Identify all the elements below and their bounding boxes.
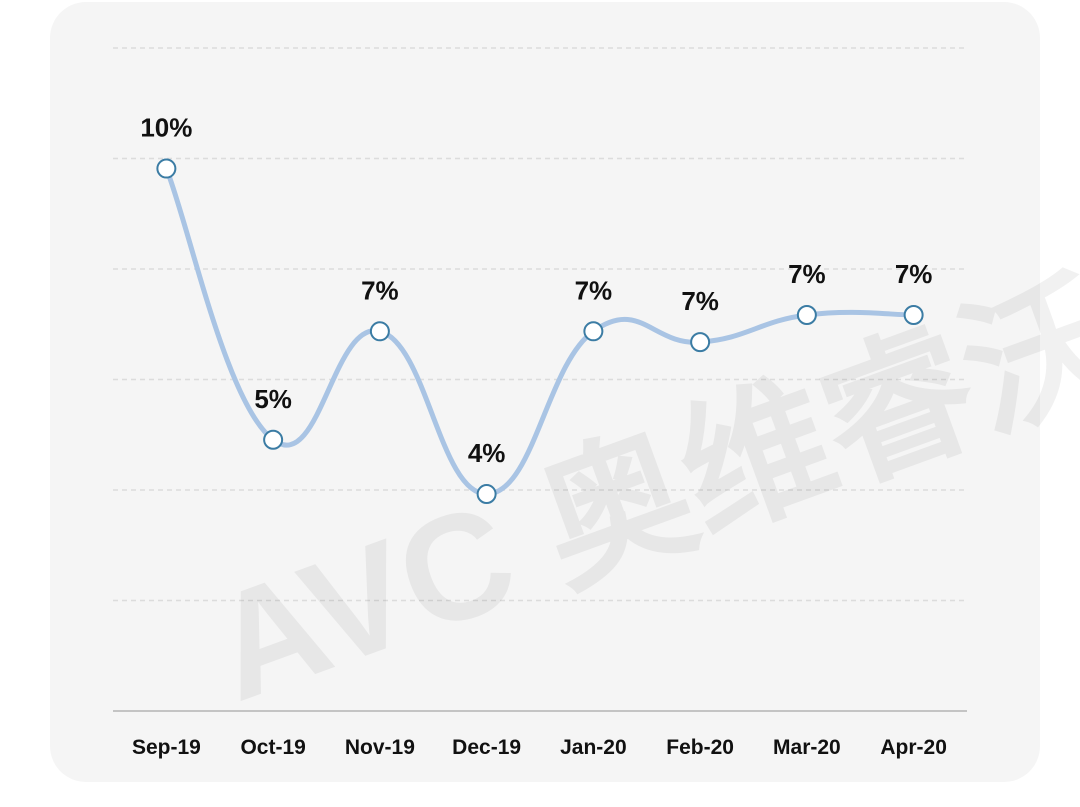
data-label: 7% <box>788 259 826 289</box>
data-points <box>156 158 924 505</box>
data-label: 7% <box>681 286 719 316</box>
data-point <box>369 321 390 342</box>
data-label: 7% <box>575 275 613 305</box>
x-tick-labels: Sep-19 Oct-19 Nov-19 Dec-19 Jan-20 Feb-20 Mar-… <box>132 736 947 759</box>
chart-card <box>50 2 1040 782</box>
x-tick-label: Oct-19 <box>240 736 305 759</box>
data-label: 4% <box>468 438 506 468</box>
x-tick-label: Sep-19 <box>132 736 201 759</box>
x-tick-label: Jan-20 <box>560 736 627 759</box>
data-label: 10% <box>140 113 192 143</box>
grid-lines <box>113 47 967 602</box>
data-label: 7% <box>361 275 399 305</box>
data-point <box>263 429 284 450</box>
data-labels: 10% 5% 7% 4% 7% 7% 7% 7% <box>140 113 932 468</box>
x-tick-label: Mar-20 <box>773 736 841 759</box>
x-tick-label: Feb-20 <box>666 736 734 759</box>
data-label: 5% <box>254 384 292 414</box>
data-point <box>796 305 817 326</box>
data-point <box>476 484 497 505</box>
data-point <box>583 321 604 342</box>
data-point <box>903 305 924 326</box>
data-point <box>156 158 177 179</box>
x-tick-label: Nov-19 <box>345 736 415 759</box>
x-tick-label: Apr-20 <box>880 736 947 759</box>
x-tick-label: Dec-19 <box>452 736 521 759</box>
data-point <box>690 332 711 353</box>
data-label: 7% <box>895 259 933 289</box>
